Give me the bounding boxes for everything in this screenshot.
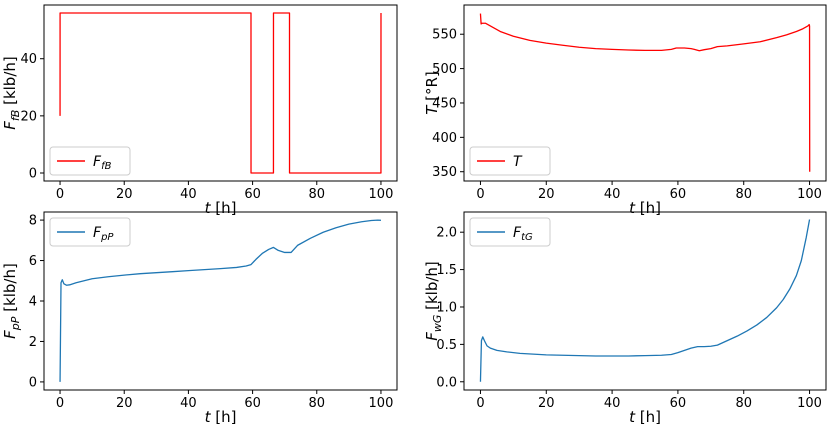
chart-panel-fpp: 0 20 40 60 80 100 0 2 4 6 8 t [h] FpP [klb/h] FpP: [1, 211, 398, 425]
x-tick-label: 40: [604, 396, 621, 411]
chart-panel-temp: 0 20 40 60 80 100 350 400 450 500 550 t [h] T [°R] T: [423, 4, 827, 217]
x-tick-label: 20: [538, 187, 555, 202]
y-tick-label: 6: [29, 254, 37, 269]
x-axis-label-fpp: t [h]: [205, 408, 237, 425]
y-tick-label: 0: [29, 375, 37, 390]
y-tick-label: 20: [20, 109, 37, 124]
chart-panel-ffb: 0 20 40 60 80 100 0 20 40 t [h] FfB [klb/h] FfB: [1, 4, 398, 217]
y-tick-label: 0.0: [436, 375, 457, 390]
y-axis-label-fpp: FpP [klb/h]: [1, 263, 22, 339]
x-tick-label: 60: [670, 396, 687, 411]
y-tick-label: 40: [20, 52, 37, 67]
legend-fpp: [49, 217, 131, 247]
y-axis-label-ffb: FfB [klb/h]: [1, 56, 22, 129]
x-axis-label-ftg: t [h]: [629, 408, 661, 425]
y-tick-label: 450: [432, 96, 457, 111]
plot-frame-ftg: [463, 211, 827, 391]
legend-temp: [469, 146, 551, 176]
y-tick-label: 350: [432, 165, 457, 180]
x-tick-label: 80: [735, 396, 752, 411]
series-line-ffb-0: [59, 12, 382, 174]
x-tick-label: 60: [670, 187, 687, 202]
x-tick-label: 100: [369, 187, 394, 202]
y-tick-label: 1.0: [436, 300, 457, 315]
series-line-temp-0: [479, 13, 811, 172]
legend-label-fpp: FpP: [93, 225, 114, 243]
x-tick-label: 60: [244, 187, 261, 202]
x-tick-label: 80: [308, 396, 325, 411]
x-tick-label: 100: [797, 396, 822, 411]
y-tick-label: 8: [29, 214, 37, 229]
plot-frame-temp: [463, 4, 827, 182]
y-tick-label: 2.0: [436, 226, 457, 241]
legend-ffb: [49, 146, 131, 176]
y-tick-label: 0.5: [436, 338, 457, 353]
x-tick-label: 0: [476, 187, 484, 202]
y-tick-label: 1.5: [436, 263, 457, 278]
x-tick-label: 0: [56, 187, 64, 202]
x-tick-label: 40: [180, 396, 197, 411]
plot-frame-ffb: [43, 4, 398, 182]
x-tick-label: 100: [369, 396, 394, 411]
y-tick-label: 550: [432, 28, 457, 43]
x-tick-label: 0: [476, 396, 484, 411]
x-axis-label-temp: t [h]: [629, 199, 661, 217]
y-tick-label: 2: [29, 335, 37, 350]
y-tick-label: 4: [29, 295, 37, 310]
x-axis-label-ffb: t [h]: [205, 199, 237, 217]
legend-label-ffb: FfB: [93, 154, 112, 172]
series-line-ftg-0: [479, 219, 811, 382]
y-tick-label: 400: [432, 131, 457, 146]
series-line-fpp-0: [59, 219, 381, 382]
y-axis-label-ftg: FwG [klb/h]: [423, 261, 444, 341]
legend-label-ftg: FtG: [513, 225, 533, 243]
x-tick-label: 40: [604, 187, 621, 202]
x-tick-label: 20: [116, 187, 133, 202]
x-tick-label: 60: [244, 396, 261, 411]
x-tick-label: 20: [538, 396, 555, 411]
legend-ftg: [469, 217, 551, 247]
x-tick-label: 100: [797, 187, 822, 202]
x-tick-label: 0: [56, 396, 64, 411]
legend-label-temp: T: [513, 154, 523, 170]
x-tick-label: 80: [735, 187, 752, 202]
y-tick-label: 500: [432, 62, 457, 77]
x-tick-label: 80: [308, 187, 325, 202]
x-tick-label: 40: [180, 187, 197, 202]
y-tick-label: 0: [29, 167, 37, 182]
y-axis-label-temp: T [°R]: [423, 71, 441, 115]
chart-panel-ftg: 0 20 40 60 80 100 0.0 0.5 1.0 1.5 2.0 t [h] FwG [klb…: [423, 211, 827, 425]
x-tick-label: 20: [116, 396, 133, 411]
